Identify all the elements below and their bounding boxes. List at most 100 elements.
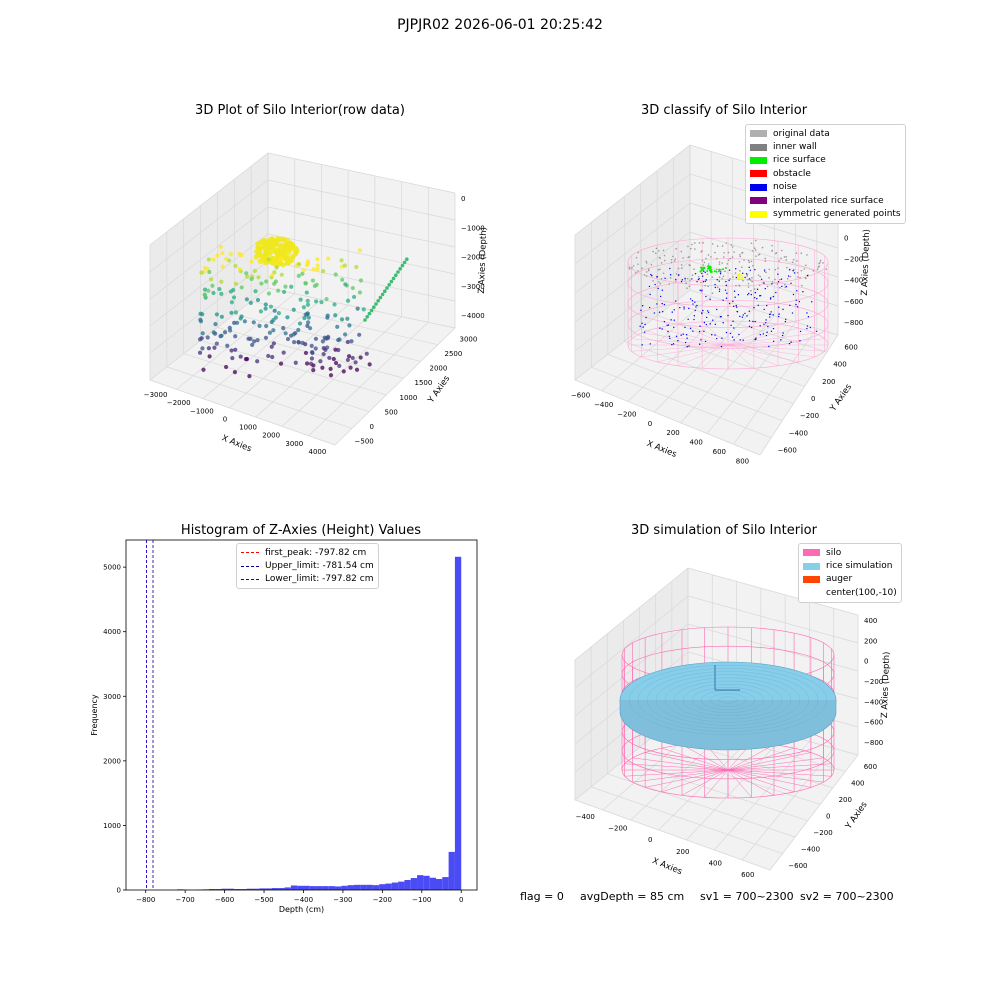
data-point [365, 315, 370, 319]
x-tick-label: 400 [709, 860, 722, 868]
data-point [291, 307, 296, 312]
noise-point [672, 343, 675, 345]
rice-mesh [709, 693, 747, 707]
y-tick-label: −400 [789, 429, 808, 437]
data-point [659, 282, 662, 285]
noise-point [748, 320, 751, 322]
noise-point [748, 266, 750, 268]
noise-point [648, 285, 651, 288]
noise-point [788, 269, 791, 271]
avg-depth-readout: avgDepth = 85 cm [580, 890, 685, 903]
data-point [804, 276, 807, 279]
data-point [721, 262, 724, 264]
noise-point [696, 281, 698, 283]
x-axis-label: X Axies [651, 856, 684, 877]
data-point [230, 355, 235, 361]
data-point [206, 346, 211, 351]
histogram-bar [398, 881, 405, 890]
data-point [781, 249, 783, 252]
noise-point [799, 330, 802, 333]
data-point [267, 245, 273, 251]
x-tick-label: −1000 [190, 407, 214, 415]
noise-point [732, 320, 734, 322]
data-point [799, 276, 801, 279]
histogram-bar [297, 885, 304, 890]
data-point [233, 281, 239, 286]
data-point [694, 242, 696, 244]
data-point [198, 317, 203, 322]
x-tick-label: −200 [373, 896, 392, 904]
y-tick-label: −200 [800, 412, 819, 420]
noise-point [705, 279, 707, 281]
x-tick-label: 3000 [285, 440, 303, 448]
grid-line [229, 304, 349, 409]
histogram-panel-title: Histogram of Z-Axies (Height) Values [180, 523, 422, 538]
data-point [231, 295, 237, 300]
histogram-bar [435, 879, 443, 890]
legend-label: inner wall [773, 142, 817, 153]
grid-line [601, 296, 712, 391]
data-point [354, 367, 360, 372]
silo-rib [641, 332, 729, 346]
noise-point [782, 308, 784, 311]
data-point [803, 268, 806, 270]
rice-mesh [682, 684, 774, 716]
z-axis-label: Z Axies (Depth) [880, 651, 892, 718]
noise-point [806, 312, 808, 314]
rice-mesh [664, 677, 792, 723]
data-point [733, 251, 735, 253]
noise-point [707, 311, 710, 314]
z-tick-label: −200 [844, 256, 863, 264]
noise-point [661, 289, 664, 291]
data-point [702, 242, 704, 244]
noise-point [656, 303, 658, 305]
noise-point [795, 299, 798, 301]
noise-point [675, 335, 678, 338]
x-tick-label: 200 [676, 848, 689, 856]
grid-line [769, 754, 859, 871]
noise-point [714, 286, 717, 289]
noise-point [664, 277, 666, 280]
noise-point [796, 290, 798, 292]
noise-point [680, 280, 683, 283]
noise-point [732, 300, 734, 303]
y-tick-label: 200 [822, 378, 835, 386]
silo-rib [704, 769, 729, 798]
data-point [753, 288, 756, 290]
plot-frame [125, 539, 478, 891]
data-point [747, 286, 750, 288]
noise-point [738, 333, 740, 336]
data-point [340, 277, 345, 282]
data-point [774, 278, 776, 281]
data-point [785, 256, 787, 258]
data-point [238, 316, 243, 321]
data-point [276, 311, 281, 316]
data-point [785, 258, 788, 261]
noise-point [711, 334, 713, 336]
data-point [629, 268, 631, 270]
noise-point [754, 320, 756, 323]
data-point [752, 264, 754, 267]
grid-line [654, 309, 754, 413]
noise-point [806, 325, 809, 327]
y-tick-label: 200 [839, 796, 852, 804]
y-tick-label: 1000 [103, 822, 121, 830]
data-point [305, 323, 310, 328]
grid-line [267, 287, 456, 329]
data-point [345, 339, 350, 345]
noise-point [790, 341, 792, 343]
data-point [259, 281, 264, 286]
data-point [367, 362, 372, 367]
data-point [315, 267, 320, 272]
z-tick-label: 0 [844, 234, 848, 242]
data-point [812, 270, 815, 272]
data-point [342, 332, 348, 337]
data-point [258, 309, 264, 314]
data-point [655, 247, 658, 250]
data-point [791, 261, 794, 263]
noise-point [682, 333, 684, 335]
grid-line [627, 302, 733, 402]
data-point [266, 291, 271, 296]
legend-label: Upper_limit: -781.54 cm [265, 561, 374, 572]
noise-point [641, 322, 643, 324]
